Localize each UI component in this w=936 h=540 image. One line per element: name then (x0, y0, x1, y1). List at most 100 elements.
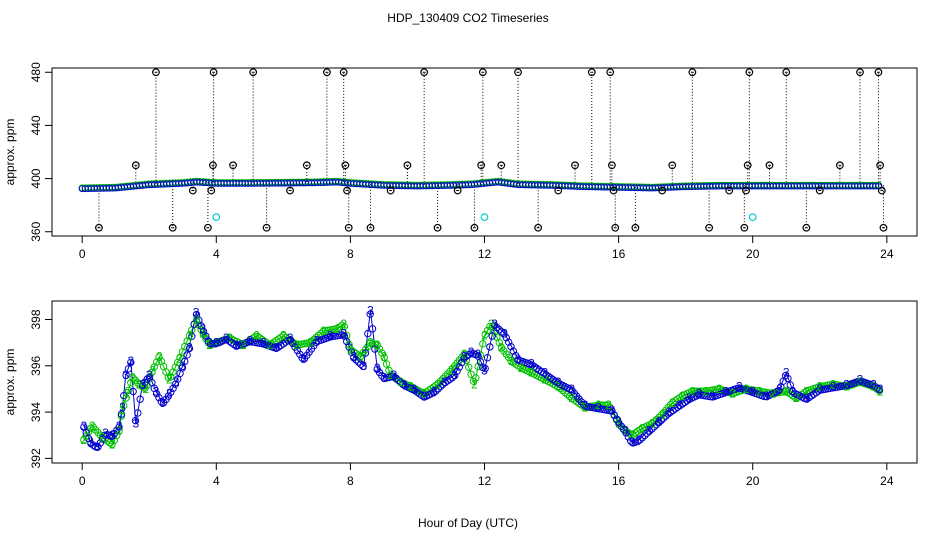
series-3-point (98, 435, 107, 443)
y-tick-label: 480 (29, 62, 43, 82)
series-2-label: 2 (756, 384, 763, 398)
series-2-label: 2 (206, 338, 213, 352)
cyan-point (748, 213, 757, 222)
figure-title: HDP_130409 CO2 Timeseries (387, 11, 548, 25)
series-3-label: 3 (595, 400, 602, 414)
outlier-point (802, 223, 811, 232)
series-3-point (91, 443, 100, 451)
x-tick-label: 8 (347, 474, 354, 488)
series-2-label: 2 (793, 391, 800, 405)
series-2-label: 2 (340, 317, 347, 331)
series-2-point (335, 323, 344, 331)
series-3-label: 3 (666, 405, 673, 419)
series-2-label: 2 (434, 377, 441, 391)
series-2-point (378, 349, 386, 357)
x-axis-title: Hour of Day (UTC) (418, 516, 518, 530)
outlier-point (606, 68, 615, 77)
series-2-label: 2 (481, 329, 488, 343)
series-2-point (307, 337, 316, 346)
series-3-point (486, 343, 494, 351)
series-2-point (366, 339, 374, 347)
series-3-label: 3 (615, 414, 622, 428)
outlier-point (554, 186, 563, 195)
series-3-label: 3 (582, 398, 589, 412)
x-tick-label: 12 (478, 247, 492, 261)
series-2-label: 2 (528, 366, 535, 380)
series-2-label: 2 (407, 380, 414, 394)
outlier-point (705, 223, 714, 232)
series-2-label: 2 (129, 370, 136, 384)
series-3-label: 3 (857, 373, 864, 387)
series-3-label: 3 (146, 368, 153, 382)
series-3-point (94, 443, 102, 451)
series-2-label: 2 (347, 343, 354, 357)
series-2-label: 2 (81, 433, 88, 447)
series-3-point (124, 365, 133, 373)
series-3-point (450, 371, 459, 380)
series-3-label: 3 (461, 350, 468, 364)
series-2-label: 2 (702, 384, 709, 398)
outlier-point (453, 186, 462, 195)
outlier-point (631, 223, 640, 232)
series-3-point (774, 386, 783, 395)
series-3-point (453, 367, 461, 375)
series-2-point (80, 436, 88, 444)
series-3-label: 3 (173, 375, 180, 389)
outlier-point (725, 186, 734, 195)
series-3-label: 3 (122, 368, 129, 382)
outlier-point (815, 186, 824, 195)
series-3-label: 3 (803, 391, 810, 405)
series-2-point (82, 432, 90, 440)
outlier-point (302, 161, 311, 170)
series-2-label: 2 (374, 338, 381, 352)
series-2-point (314, 331, 323, 340)
series-3-point (465, 350, 473, 359)
outlier-point (688, 68, 697, 77)
series-3-point (152, 389, 161, 398)
series-2-label: 2 (176, 352, 183, 366)
series-3-point (127, 358, 135, 367)
series-3-label: 3 (441, 375, 448, 389)
series-3-point (446, 375, 454, 383)
series-3-point (164, 392, 173, 400)
series-3-label: 3 (401, 377, 408, 391)
series-3-point (507, 342, 515, 351)
series-2-label: 2 (293, 338, 300, 352)
series-3-label: 3 (340, 326, 347, 340)
series-3-label: 3 (193, 306, 200, 320)
series-2-label: 2 (109, 437, 116, 451)
series-2-point (479, 340, 487, 348)
series-3-label: 3 (790, 384, 797, 398)
series-3-point (495, 325, 503, 334)
outlier-point (608, 161, 616, 170)
series-3-label: 3 (260, 336, 267, 350)
x-tick-label: 24 (880, 474, 894, 488)
y-tick-label: 440 (29, 115, 43, 135)
series-3-label: 3 (501, 326, 508, 340)
series-2-label: 2 (213, 336, 220, 350)
outlier-point (262, 223, 271, 232)
series-3-point (784, 374, 792, 383)
series-3-label: 3 (119, 400, 126, 414)
series-3-point (166, 388, 175, 397)
series-3-point (652, 420, 661, 429)
series-2-label: 2 (381, 350, 388, 364)
series-2-point (277, 333, 285, 342)
series-3-label: 3 (763, 389, 770, 403)
outlier-point (323, 68, 331, 77)
series-3-point (875, 385, 884, 394)
series-3-label: 3 (327, 329, 334, 343)
series-3-point (350, 354, 358, 362)
series-2-label: 2 (357, 350, 364, 364)
series-3-point (206, 340, 215, 348)
series-2-label: 2 (488, 317, 495, 331)
series-3-label: 3 (391, 368, 398, 382)
y-tick-label: 398 (29, 309, 43, 329)
outlier-point (470, 223, 479, 232)
series-2-label: 2 (830, 377, 837, 391)
outlier-point (571, 161, 579, 170)
series-2-label: 2 (471, 377, 478, 391)
series-3-label: 3 (300, 352, 307, 366)
series-2-label: 2 (639, 421, 646, 435)
series-3-label: 3 (629, 435, 636, 449)
